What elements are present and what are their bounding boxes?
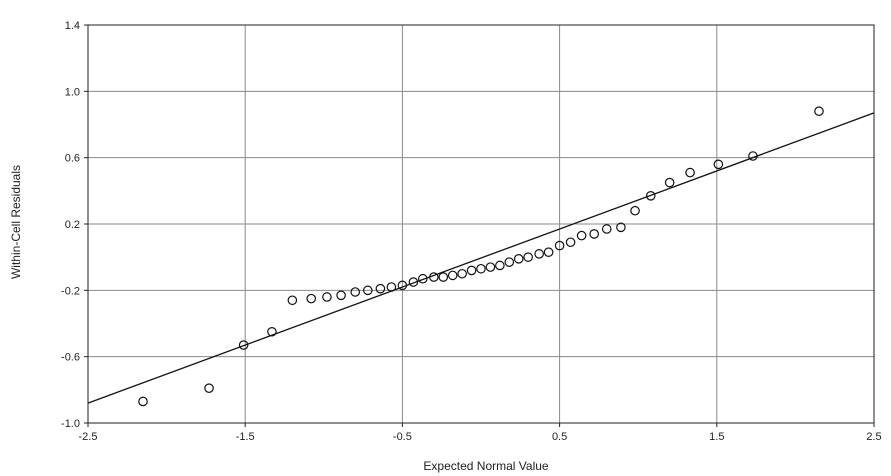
data-point	[408, 277, 419, 287]
data-point	[543, 247, 554, 257]
data-point	[554, 240, 565, 251]
data-point	[429, 272, 439, 282]
data-point	[438, 272, 449, 282]
y-tick-label: -0.6	[61, 352, 80, 364]
gridlines	[88, 25, 874, 423]
data-point	[466, 265, 477, 276]
x-axis-title: Expected Normal Value	[423, 459, 549, 473]
data-point	[375, 283, 386, 294]
data-point	[267, 326, 277, 337]
data-point	[589, 229, 599, 239]
y-tick-label: 0.2	[65, 219, 80, 231]
y-tick-label: 0.6	[65, 153, 80, 165]
data-point	[814, 106, 824, 117]
reference-line	[87, 112, 875, 404]
data-point	[457, 268, 467, 279]
data-point	[713, 159, 724, 170]
data-point	[363, 285, 373, 296]
y-tick-label: 1.4	[65, 20, 80, 32]
x-tick-label: 1.5	[709, 431, 724, 443]
data-point	[576, 230, 587, 241]
data-point	[447, 270, 458, 281]
x-axis-tick-labels: -2.5 -1.5 -0.5 0.5 1.5 2.5	[79, 423, 882, 443]
y-tick-label: -1.0	[61, 418, 80, 430]
data-point	[664, 177, 675, 188]
data-point	[306, 293, 317, 304]
data-points	[138, 106, 824, 407]
x-tick-label: 0.5	[552, 431, 567, 443]
data-point	[495, 260, 505, 271]
y-axis-title: Within-Cell Residuals	[9, 165, 23, 279]
y-axis-tick-labels: -1.0 -0.6 -0.2 0.2 0.6 1.0 1.4	[61, 20, 88, 430]
data-point	[350, 287, 361, 297]
data-point	[534, 249, 544, 259]
data-point	[386, 282, 397, 292]
data-point	[504, 257, 515, 267]
data-point	[204, 383, 214, 393]
data-point	[397, 280, 408, 291]
data-point	[476, 263, 486, 274]
y-tick-label: 1.0	[65, 86, 80, 98]
x-tick-label: -2.5	[79, 431, 98, 443]
data-point	[418, 273, 428, 284]
x-tick-label: 2.5	[866, 431, 881, 443]
x-tick-label: -1.5	[236, 431, 255, 443]
reference-line-layer	[87, 112, 875, 404]
data-point	[513, 254, 524, 264]
data-point	[565, 237, 576, 248]
data-point	[748, 151, 758, 161]
data-point	[616, 222, 626, 233]
data-point	[238, 340, 249, 350]
data-point	[685, 167, 695, 178]
data-point	[287, 295, 298, 306]
data-point	[601, 224, 612, 234]
data-point	[630, 205, 640, 216]
data-point	[322, 292, 332, 302]
data-point	[645, 191, 656, 201]
data-point	[336, 290, 346, 301]
data-point	[138, 396, 148, 407]
data-point	[485, 262, 496, 272]
y-tick-label: -0.2	[61, 285, 80, 297]
data-point	[523, 252, 533, 262]
x-tick-label: -0.5	[393, 431, 412, 443]
